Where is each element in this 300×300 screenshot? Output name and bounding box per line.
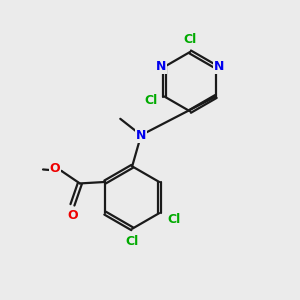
Text: Cl: Cl [144,94,158,107]
Text: Cl: Cl [184,33,197,46]
Text: N: N [156,60,166,73]
Text: O: O [67,209,78,222]
Text: N: N [214,60,225,73]
Text: Cl: Cl [167,213,181,226]
Text: O: O [50,162,60,176]
Text: N: N [136,129,146,142]
Text: Cl: Cl [125,235,139,248]
